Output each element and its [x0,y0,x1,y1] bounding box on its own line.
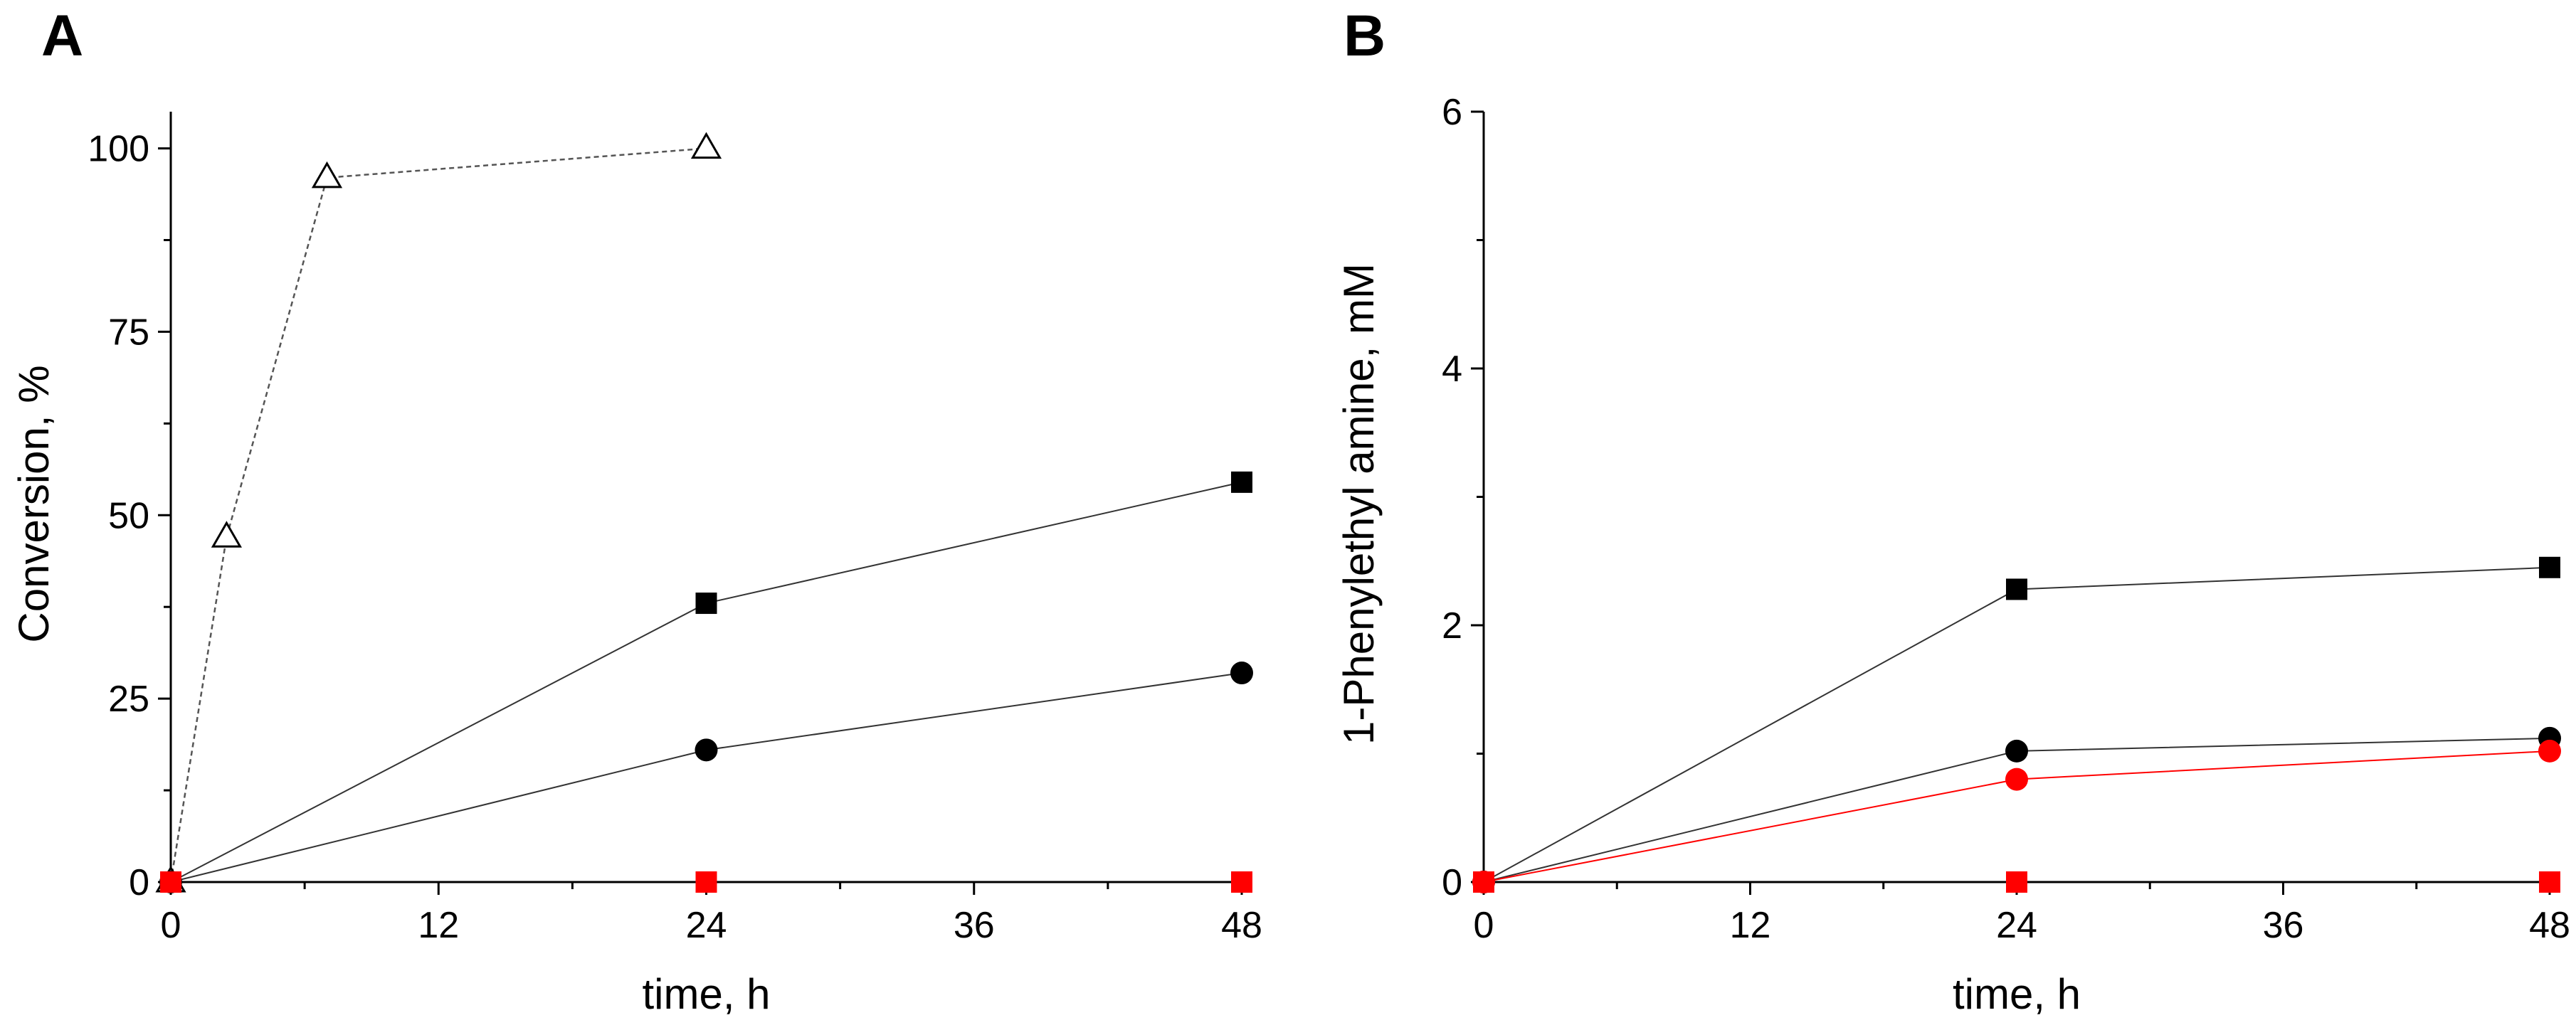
data-point-circle-a [1230,662,1253,685]
x-tick-label-b: 0 [1474,905,1494,946]
y-tick-label-a: 50 [108,495,149,536]
x-tick-label-a: 24 [686,905,727,946]
y-tick-label-b: 6 [1442,92,1462,133]
x-tick-label-a: 48 [1221,905,1262,946]
data-point-circle-a [695,738,718,762]
panel-letter-a: A [41,4,83,68]
x-tick-label-b: 12 [1730,905,1771,946]
y-tick-label-a: 75 [108,312,149,353]
y-tick-label-a: 0 [129,862,149,903]
data-point-square-a [1231,471,1252,493]
panel-letter-b: B [1344,4,1385,68]
x-tick-label-a: 0 [161,905,181,946]
data-point-triangle-a [690,132,722,159]
data-point-square-b [2006,871,2027,893]
y-tick-label-a: 25 [108,679,149,720]
y-axis-label-b: 1-Phenylethyl amine, mM [1335,263,1383,745]
y-tick-label-a: 100 [88,129,149,170]
x-tick-label-b: 48 [2529,905,2570,946]
data-point-circle-b [2005,768,2028,791]
series-line-a [170,481,1242,883]
x-tick-label-a: 36 [954,905,995,946]
data-point-circle-b [2005,739,2028,763]
x-axis-label-a: time, h [642,970,770,1018]
data-point-square-b [2006,578,2027,600]
y-tick-label-b: 2 [1442,605,1462,647]
data-point-square-b [2539,871,2560,893]
series-line-a [169,147,707,883]
data-point-square-a [695,871,717,893]
data-point-circle-b [2538,739,2561,763]
y-tick-label-b: 4 [1442,349,1462,390]
panel-a: A 0 12 24 36 48 0 25 50 75 100 time, h Conversion, % [10,4,1262,1018]
series-line-a [170,672,1242,883]
y-tick-label-b: 0 [1442,862,1462,903]
x-tick-label-b: 24 [1996,905,2037,946]
data-point-square-a [1231,871,1252,893]
data-point-triangle-a [211,521,242,548]
data-point-square-b [1473,871,1494,893]
data-point-triangle-a [311,161,343,189]
data-point-square-a [160,871,181,893]
series-line-b [1483,566,2550,883]
y-axis-label-a: Conversion, % [10,365,58,642]
x-axis-label-b: time, h [1953,970,2081,1018]
x-tick-label-b: 36 [2263,905,2304,946]
data-point-square-b [2539,556,2560,578]
data-point-square-a [695,593,717,615]
x-tick-label-a: 12 [418,905,459,946]
